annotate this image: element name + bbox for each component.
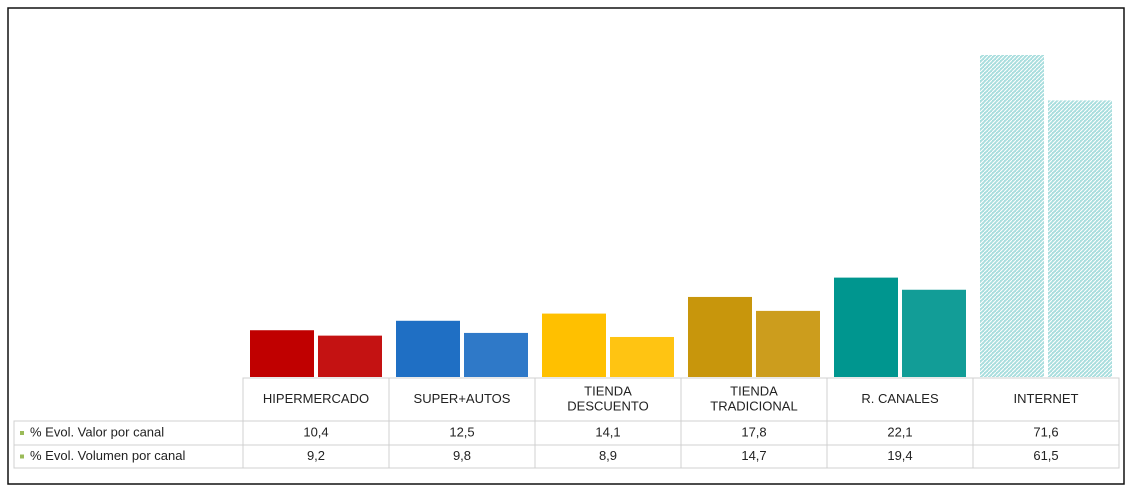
x-tick-label: SUPER+AUTOS: [414, 391, 511, 406]
data-label: 9,2: [307, 448, 325, 463]
data-label: 19,4: [887, 448, 912, 463]
bar: [756, 310, 820, 377]
bar: [250, 330, 314, 377]
x-tick-label: INTERNET: [1014, 391, 1079, 406]
bar: [980, 55, 1044, 377]
table-row: [13, 444, 1120, 469]
bar: [1048, 100, 1112, 378]
bar: [396, 320, 460, 377]
bar: [834, 277, 898, 377]
legend-label: % Evol. Valor por canal: [30, 424, 164, 439]
bar: [688, 296, 752, 377]
frame: [7, 7, 1125, 485]
bar: [610, 336, 674, 377]
data-label: 14,1: [595, 424, 620, 439]
x-tick-label: TIENDA DESCUENTO: [567, 384, 648, 414]
data-label: 71,6: [1033, 424, 1058, 439]
bar: [464, 332, 528, 377]
legend-label: % Evol. Volumen por canal: [30, 448, 185, 463]
data-label: 12,5: [449, 424, 474, 439]
label-line: DESCUENTO: [567, 399, 648, 414]
bar: [542, 313, 606, 377]
x-tick-label: HIPERMERCADO: [263, 391, 369, 406]
x-tick-label: TIENDA TRADICIONAL: [710, 384, 797, 414]
data-label: 61,5: [1033, 448, 1058, 463]
label-line: TRADICIONAL: [710, 399, 797, 414]
data-label: 9,8: [453, 448, 471, 463]
x-tick-label: R. CANALES: [861, 391, 939, 406]
bar: [902, 289, 966, 377]
legend-marker: [20, 454, 24, 459]
bar: [318, 335, 382, 377]
label-line: TIENDA: [584, 384, 632, 399]
data-label: 22,1: [887, 424, 912, 439]
data-label: 8,9: [599, 448, 617, 463]
data-label: 17,8: [741, 424, 766, 439]
label-line: TIENDA: [730, 384, 778, 399]
legend-marker: [20, 431, 24, 435]
data-label: 10,4: [303, 424, 328, 439]
table-row: [13, 420, 1120, 446]
data-label: 14,7: [741, 448, 766, 463]
